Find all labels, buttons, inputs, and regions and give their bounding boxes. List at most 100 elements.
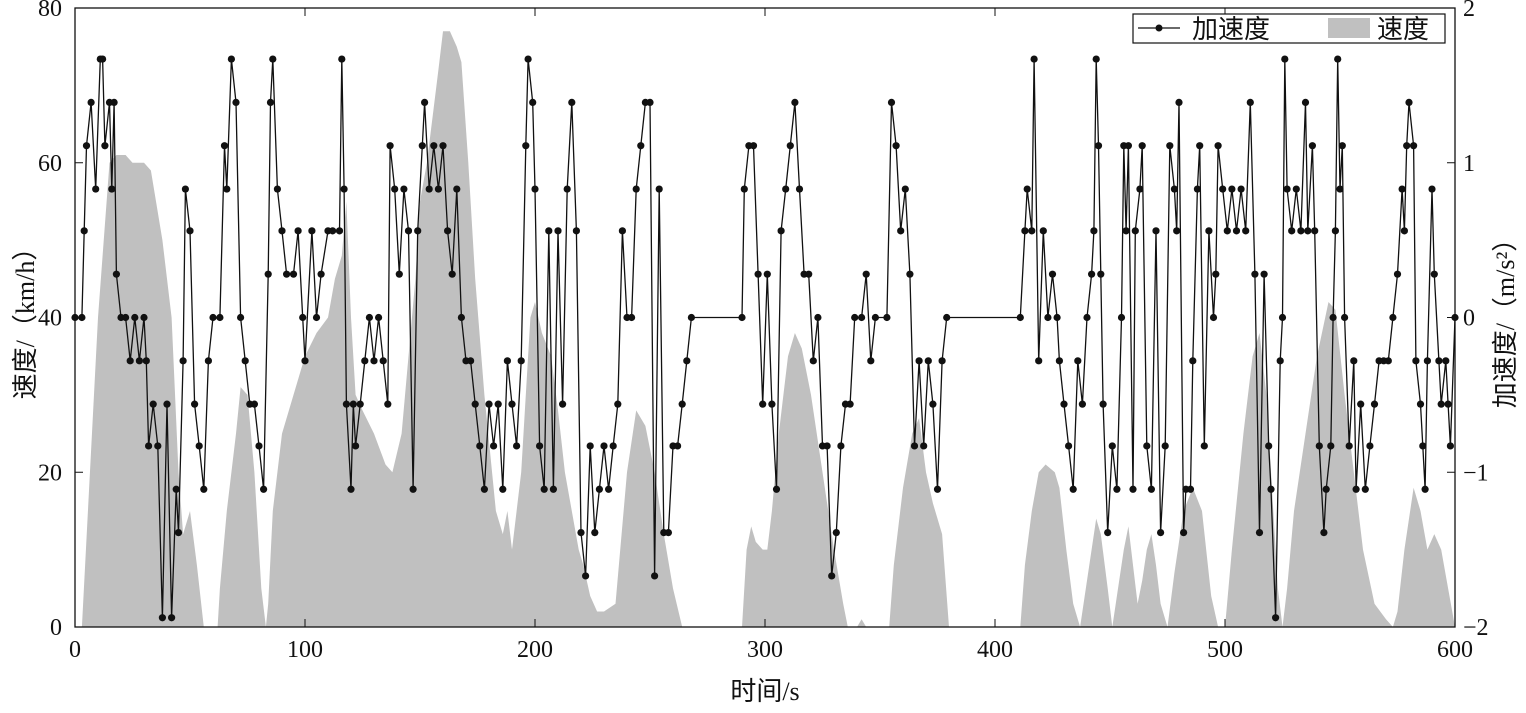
- acceleration-point: [1442, 357, 1450, 365]
- acceleration-point: [444, 227, 452, 235]
- acceleration-point: [375, 313, 383, 322]
- acceleration-point: [101, 142, 109, 150]
- acceleration-point: [749, 142, 758, 150]
- acceleration-point: [924, 357, 932, 365]
- acceleration-point: [1189, 357, 1197, 365]
- acceleration-point: [1205, 227, 1213, 235]
- acceleration-point: [149, 400, 157, 408]
- acceleration-point: [294, 227, 302, 235]
- acceleration-point: [223, 185, 231, 193]
- acceleration-line-layer: [71, 55, 1459, 622]
- acceleration-point: [1069, 485, 1077, 493]
- acceleration-point: [772, 485, 781, 493]
- acceleration-point: [1048, 270, 1057, 278]
- acceleration-point: [301, 357, 309, 365]
- x-tick-label: 300: [747, 637, 783, 663]
- acceleration-point: [1242, 227, 1250, 235]
- acceleration-point: [1437, 400, 1445, 408]
- acceleration-point: [1117, 313, 1126, 322]
- acceleration-point: [1272, 614, 1280, 622]
- acceleration-point: [1113, 485, 1121, 493]
- acceleration-point: [135, 357, 143, 365]
- acceleration-point: [317, 270, 325, 278]
- acceleration-point: [1180, 529, 1188, 537]
- acceleration-point: [943, 313, 951, 322]
- x-tick-label: 600: [1437, 637, 1473, 663]
- acceleration-point: [80, 227, 88, 235]
- acceleration-point: [174, 529, 183, 537]
- acceleration-point: [1028, 227, 1036, 235]
- acceleration-point: [87, 98, 95, 106]
- acceleration-point: [209, 313, 217, 322]
- acceleration-point: [600, 442, 608, 450]
- acceleration-point: [467, 357, 475, 365]
- acceleration-point: [1304, 227, 1312, 235]
- acceleration-point: [1138, 142, 1146, 150]
- left-y-axis-label: 速度/（km/h）: [11, 235, 40, 400]
- acceleration-point: [1428, 185, 1436, 193]
- acceleration-point: [1370, 400, 1379, 408]
- x-axis-label: 时间/s: [730, 677, 799, 706]
- acceleration-point: [1329, 313, 1337, 322]
- acceleration-point: [738, 313, 746, 322]
- acceleration-point: [1186, 485, 1195, 493]
- acceleration-point: [568, 98, 576, 106]
- acceleration-point: [1232, 227, 1241, 235]
- acceleration-point: [938, 357, 946, 365]
- acceleration-point: [110, 98, 118, 106]
- acceleration-point: [1308, 142, 1316, 150]
- acceleration-point: [1444, 400, 1452, 408]
- acceleration-point: [140, 313, 148, 322]
- acceleration-point: [1334, 55, 1342, 63]
- acceleration-point: [409, 485, 417, 493]
- acceleration-point: [1055, 357, 1063, 365]
- acceleration-point: [549, 485, 558, 493]
- acceleration-point: [754, 270, 762, 278]
- acceleration-point: [200, 485, 208, 493]
- acceleration-point: [1039, 227, 1047, 235]
- acceleration-point: [335, 227, 344, 235]
- acceleration-point: [1044, 313, 1052, 322]
- acceleration-point: [172, 485, 180, 493]
- acceleration-point: [260, 485, 268, 493]
- acceleration-point: [524, 55, 532, 63]
- acceleration-point: [910, 442, 919, 450]
- acceleration-point: [1366, 442, 1374, 450]
- acceleration-point: [1131, 227, 1139, 235]
- acceleration-point: [1421, 485, 1429, 493]
- acceleration-point: [1357, 400, 1365, 408]
- acceleration-point: [823, 442, 831, 450]
- acceleration-point: [929, 400, 937, 408]
- acceleration-point: [425, 185, 433, 193]
- acceleration-point: [1311, 227, 1319, 235]
- acceleration-point: [1393, 270, 1402, 278]
- acceleration-point: [1301, 98, 1310, 106]
- acceleration-point: [678, 400, 686, 408]
- acceleration-point: [453, 185, 461, 193]
- acceleration-point: [400, 185, 408, 193]
- acceleration-point: [414, 227, 422, 235]
- acceleration-point: [777, 227, 785, 235]
- acceleration-point: [347, 485, 355, 493]
- acceleration-point: [1320, 529, 1328, 537]
- acceleration-point: [1060, 400, 1068, 408]
- acceleration-point: [99, 55, 107, 63]
- acceleration-point: [395, 270, 403, 278]
- x-tick-label: 500: [1207, 637, 1243, 663]
- acceleration-point: [349, 400, 357, 408]
- acceleration-point: [112, 270, 120, 278]
- acceleration-point: [846, 400, 854, 408]
- acceleration-point: [273, 185, 281, 193]
- acceleration-point: [266, 98, 275, 106]
- acceleration-point: [609, 442, 617, 450]
- acceleration-point: [1209, 313, 1218, 322]
- acceleration-point: [186, 227, 194, 235]
- acceleration-point: [782, 185, 790, 193]
- acceleration-point: [1265, 442, 1273, 450]
- acceleration-point: [1161, 442, 1169, 450]
- acceleration-point: [871, 313, 880, 322]
- acceleration-point: [448, 270, 456, 278]
- left-y-tick-label: 40: [38, 306, 62, 332]
- acceleration-point: [651, 572, 659, 580]
- acceleration-point: [883, 313, 891, 322]
